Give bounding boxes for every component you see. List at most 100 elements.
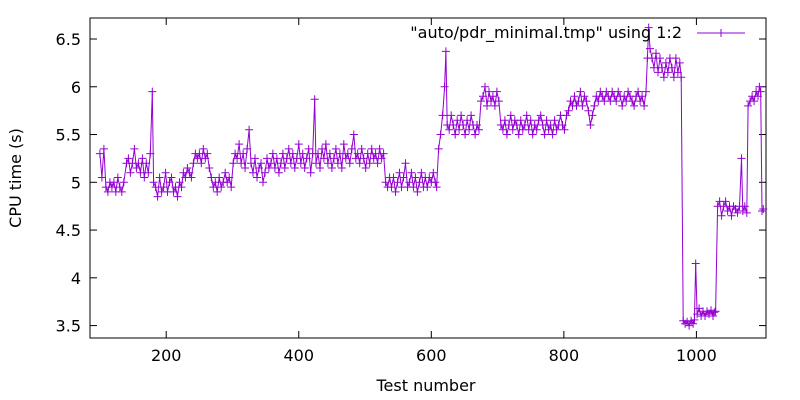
data-point [117, 187, 126, 196]
data-point [321, 140, 330, 149]
data-point [431, 178, 440, 187]
data-point [294, 140, 303, 149]
data-point [355, 159, 364, 168]
data-point [203, 149, 212, 158]
data-point [588, 111, 597, 120]
y-tick-label: 3.5 [56, 317, 81, 336]
data-point [690, 315, 699, 324]
data-point [381, 178, 390, 187]
x-tick-label: 800 [549, 346, 580, 365]
data-point [481, 82, 489, 91]
data-point [417, 168, 426, 177]
data-point [691, 259, 700, 268]
data-point [247, 159, 255, 168]
data-point [500, 116, 509, 125]
data-point [723, 207, 732, 215]
y-tick-label: 6.5 [56, 30, 81, 49]
data-point [504, 121, 513, 129]
data-point [520, 121, 529, 129]
data-point [590, 101, 599, 110]
data-point [562, 111, 571, 120]
y-tick-label: 4.5 [56, 221, 81, 240]
y-tick-label: 4 [71, 269, 81, 288]
data-point [461, 130, 470, 139]
data-point [506, 111, 515, 120]
data-point [681, 319, 690, 328]
data-point [467, 111, 476, 120]
data-point [438, 111, 447, 120]
data-point [151, 183, 160, 192]
series-line [99, 27, 764, 327]
data-point [215, 173, 224, 182]
data-point [407, 168, 416, 177]
data-point [138, 154, 147, 163]
data-point [494, 97, 503, 106]
data-point [473, 121, 481, 129]
data-point [253, 173, 261, 182]
data-point [153, 192, 162, 201]
data-point [705, 310, 713, 319]
data-point [401, 159, 410, 168]
data-point [528, 130, 537, 139]
data-point [707, 306, 715, 315]
data-point [512, 121, 521, 129]
data-point [584, 106, 593, 115]
data-point [429, 168, 438, 177]
data-point [278, 149, 287, 158]
data-point [634, 87, 643, 96]
data-point [241, 164, 250, 172]
data-point [618, 101, 627, 110]
data-point [288, 149, 297, 158]
data-point [550, 116, 559, 125]
data-point [395, 168, 404, 177]
data-point [302, 154, 311, 163]
data-point [536, 111, 545, 120]
data-point [347, 144, 356, 153]
data-point [97, 173, 106, 182]
data-point [136, 168, 145, 177]
data-point [185, 168, 194, 177]
data-point [379, 149, 388, 158]
data-point [337, 164, 346, 172]
data-point [205, 164, 214, 172]
data-point [142, 159, 151, 168]
data-point [624, 87, 633, 96]
data-point [272, 154, 281, 163]
data-point [526, 116, 535, 125]
data-point [755, 82, 764, 91]
data-point [195, 149, 204, 158]
x-axis-ticks: 200 400 600 800 1000 [151, 18, 717, 365]
x-tick-label: 400 [283, 346, 314, 365]
data-point [351, 154, 360, 163]
legend-label: "auto/pdr_minimal.tmp" using 1:2 [410, 23, 682, 43]
data-point [673, 68, 682, 77]
data-point [630, 101, 639, 110]
data-point [488, 92, 497, 101]
data-point [636, 97, 645, 106]
data-point [173, 192, 182, 201]
data-point [316, 164, 324, 172]
data-point [415, 178, 424, 187]
data-point [325, 149, 334, 158]
data-point [754, 92, 762, 101]
data-point [423, 183, 432, 192]
data-point [742, 208, 751, 217]
data-point [436, 130, 445, 139]
data-point [193, 154, 202, 163]
data-point [463, 116, 472, 125]
data-point [255, 164, 263, 172]
data-point [661, 58, 670, 67]
data-point [319, 154, 328, 163]
data-point [323, 159, 332, 168]
data-point [177, 183, 186, 192]
legend: "auto/pdr_minimal.tmp" using 1:2 [410, 23, 745, 43]
data-point [758, 207, 766, 215]
data-point [483, 101, 491, 110]
data-point [270, 164, 279, 172]
data-point [134, 159, 143, 168]
data-point [95, 149, 104, 158]
data-point [737, 154, 746, 163]
data-point [685, 321, 694, 330]
data-point [586, 121, 595, 129]
